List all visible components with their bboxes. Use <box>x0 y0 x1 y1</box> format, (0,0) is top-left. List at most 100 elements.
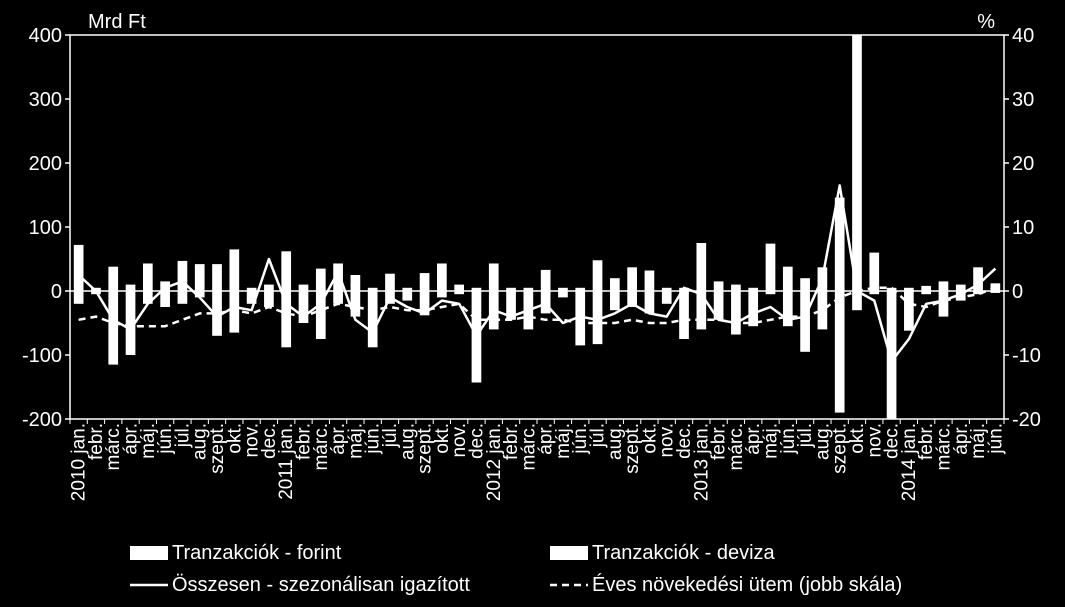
x-tick-label: júl. <box>172 423 193 448</box>
bar-forint <box>350 291 361 317</box>
bar-forint <box>437 291 447 298</box>
bar-deviza <box>575 287 586 291</box>
bar-deviza <box>471 287 482 291</box>
x-tick-label: dec. <box>466 423 487 459</box>
bar-forint <box>229 291 240 333</box>
x-tick-label: szept. <box>830 423 851 474</box>
x-tick-label: jún. <box>570 423 591 455</box>
x-tick-label: márc. <box>726 423 747 471</box>
bar-deviza <box>609 278 620 291</box>
bar-deviza <box>229 249 240 291</box>
bar-forint <box>869 291 880 295</box>
x-tick-label: júl. <box>380 423 401 448</box>
bar-deviza <box>350 275 361 291</box>
bar-forint <box>990 291 1001 293</box>
bar-deviza <box>402 287 413 291</box>
bar-forint <box>575 291 586 346</box>
bar-forint <box>748 291 759 327</box>
x-tick-label: szept. <box>415 423 436 474</box>
legend: Tranzakciók - forint Tranzakciók - deviza… <box>130 542 902 596</box>
bar-deviza <box>419 273 430 291</box>
bar-deviza <box>160 281 170 291</box>
bar-deviza <box>506 287 516 291</box>
x-tick-label: jún. <box>363 423 384 455</box>
x-tick-label: dec. <box>674 423 695 459</box>
bar-deviza <box>661 287 672 291</box>
x-tick-label: jún. <box>155 423 176 455</box>
bar-forint <box>454 291 465 295</box>
right-tick-label: -10 <box>1012 345 1041 367</box>
bar-forint <box>506 291 516 320</box>
left-tick-label: -100 <box>22 345 62 367</box>
left-tick-label: 100 <box>29 217 62 239</box>
right-tick-label: 30 <box>1012 89 1034 111</box>
x-tick-label: febr. <box>86 423 107 460</box>
x-tick-label: febr. <box>709 423 730 460</box>
bar-deviza <box>437 263 447 291</box>
left-tick-label: 300 <box>29 89 62 111</box>
x-tick-label: febr. <box>294 423 315 460</box>
right-tick-label: 20 <box>1012 153 1034 175</box>
bar-forint <box>696 291 707 330</box>
bar-forint <box>765 291 776 295</box>
bar-deviza <box>125 284 136 291</box>
bar-forint <box>817 291 828 330</box>
right-tick-label: -20 <box>1012 409 1041 431</box>
bar-deviza <box>194 264 205 291</box>
bar-deviza <box>108 266 119 291</box>
bar-forint <box>955 291 966 301</box>
right-tick-label: 0 <box>1012 281 1023 303</box>
left-tick-label: -200 <box>22 409 62 431</box>
x-tick-label: febr. <box>501 423 522 460</box>
bar-forint <box>73 291 84 304</box>
line-seasonally-adjusted <box>77 184 997 363</box>
x-tick-label: márc. <box>311 423 332 471</box>
bar-deviza <box>800 278 810 291</box>
bar-forint <box>333 291 343 304</box>
bar-forint <box>904 291 914 331</box>
bar-forint <box>609 291 620 311</box>
left-axis-unit: Mrd Ft <box>88 11 146 33</box>
x-tick-label: aug. <box>605 423 626 460</box>
bar-deviza <box>731 284 741 291</box>
legend-swatch-bar <box>130 546 168 560</box>
left-tick-label: 400 <box>29 25 62 47</box>
bar-forint <box>160 291 170 307</box>
bar-deviza <box>921 285 932 291</box>
bar-forint <box>367 291 378 348</box>
x-tick-label: ápr. <box>328 423 349 455</box>
bar-deviza <box>367 287 378 291</box>
x-tick-label: nov. <box>449 423 470 458</box>
bar-deviza <box>938 281 949 291</box>
bar-forint <box>142 291 153 304</box>
x-tick-label: ápr. <box>121 423 142 455</box>
bar-forint <box>246 291 257 304</box>
bar-deviza <box>644 270 655 291</box>
x-tick-label: 2013 jan. <box>691 423 712 501</box>
bar-deviza <box>990 283 1001 291</box>
x-tick-label: ápr. <box>951 423 972 455</box>
x-tick-label: márc. <box>933 423 954 471</box>
legend-swatch-bar <box>550 546 588 560</box>
plot-frame <box>69 34 1005 420</box>
x-tick-label: aug. <box>812 423 833 460</box>
bar-forint <box>938 291 949 317</box>
x-tick-label: 2011 jan. <box>276 423 297 500</box>
x-tick-label: jún. <box>985 423 1006 455</box>
legend-label: Tranzakciók - forint <box>172 542 342 564</box>
bar-deviza <box>385 273 395 291</box>
plot-area: -200-1000100200300400-20-100102030402010… <box>22 25 1041 501</box>
x-tick-label: dec. <box>882 423 903 459</box>
right-axis-unit: % <box>977 11 995 33</box>
bar-forint <box>212 291 222 336</box>
bar-forint <box>627 291 637 307</box>
legend-label: Összesen - szezonálisan igazított <box>172 574 470 596</box>
bar-deviza <box>904 287 914 291</box>
x-tick-label: nov. <box>864 423 885 458</box>
bar-forint <box>108 291 119 365</box>
bar-forint <box>834 291 845 413</box>
bar-forint <box>419 291 430 316</box>
bar-deviza <box>281 251 292 291</box>
bar-forint <box>852 291 862 311</box>
bar-forint <box>558 291 568 298</box>
